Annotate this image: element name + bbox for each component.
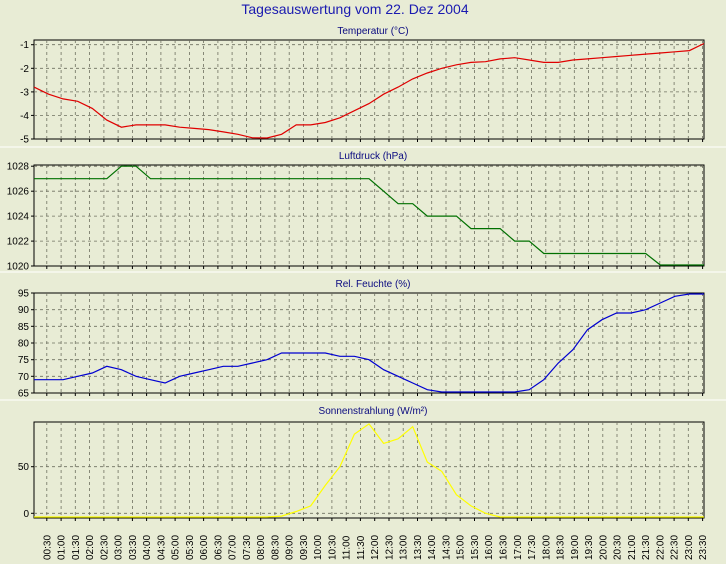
data-series-line (34, 423, 704, 518)
x-tick-label: 01:30 (71, 535, 82, 560)
data-series-line (33, 42, 705, 139)
x-tick-label: 17:30 (527, 535, 538, 560)
x-tick-label: 11:30 (356, 535, 367, 560)
x-tick-label: 08:30 (270, 535, 281, 560)
x-tick-label: 06:30 (213, 535, 224, 560)
x-tick-label: 23:00 (684, 535, 695, 560)
chart-panel: 95 90 85 80 75 70 65 Rel. Feuchte (%) (18, 279, 705, 400)
x-tick-label: 06:00 (199, 535, 210, 560)
plot-area (33, 292, 705, 394)
chart-panel: -1 -2 -3 -4 -5 Temperatur (°C) (20, 26, 705, 146)
x-tick-label: 01:00 (57, 535, 68, 560)
x-tick-label: 13:00 (399, 535, 410, 560)
x-tick-label: 20:30 (613, 535, 624, 560)
x-tick-label: 03:00 (114, 535, 125, 560)
x-tick-label: 04:00 (142, 535, 153, 560)
x-tick-label: 14:00 (427, 535, 438, 560)
y-tick-label: 90 (18, 305, 30, 316)
plot-area (33, 39, 705, 140)
x-tick-label: 07:30 (242, 535, 253, 560)
x-tick-label: 02:00 (85, 535, 96, 560)
y-tick-label: -2 (20, 64, 29, 75)
x-tick-label: 13:30 (413, 535, 424, 560)
x-tick-label: 18:30 (556, 535, 567, 560)
main-title: Tagesauswertung vom 22. Dez 2004 (241, 1, 468, 17)
panel-title: Sonnenstrahlung (W/m²) (319, 406, 428, 417)
y-tick-label: 0 (23, 509, 29, 520)
panel-title: Luftdruck (hPa) (339, 151, 407, 162)
y-tick-label: 1020 (7, 262, 30, 273)
plot-area (33, 421, 705, 519)
y-tick-label: 1024 (7, 212, 30, 223)
x-tick-label: 12:00 (370, 535, 381, 560)
x-tick-label: 10:30 (327, 535, 338, 560)
y-tick-label: -5 (20, 135, 29, 146)
y-tick-label: 50 (18, 462, 30, 473)
x-tick-label: 15:30 (470, 535, 481, 560)
x-tick-label: 19:00 (570, 535, 581, 560)
x-tick-label: 02:30 (99, 535, 110, 560)
y-tick-label: -3 (20, 87, 29, 98)
x-tick-label: 21:30 (641, 535, 652, 560)
y-tick-label: 1028 (7, 162, 30, 173)
x-tick-label: 05:00 (171, 535, 182, 560)
x-tick-label: 17:00 (513, 535, 524, 560)
chart-panel: 1028 1026 1024 1022 1020 Luftdruck (hPa) (7, 151, 705, 273)
data-series-line (34, 165, 704, 266)
y-tick-label: 85 (18, 322, 30, 333)
y-tick-label: 95 (18, 289, 30, 300)
x-tick-label: 16:00 (484, 535, 495, 560)
x-tick-label: 22:00 (655, 535, 666, 560)
x-tick-label: 08:00 (256, 535, 267, 560)
y-tick-label: 65 (18, 389, 30, 400)
x-tick-label: 12:30 (385, 535, 396, 560)
x-tick-label: 09:00 (285, 535, 296, 560)
x-tick-label: 00:30 (42, 535, 53, 560)
y-tick-label: 1026 (7, 187, 30, 198)
x-tick-label: 19:30 (584, 535, 595, 560)
y-tick-label: -4 (20, 111, 29, 122)
x-tick-label: 20:00 (598, 535, 609, 560)
y-tick-label: 80 (18, 339, 30, 350)
data-series-line (34, 293, 704, 393)
x-tick-label: 07:00 (228, 535, 239, 560)
plot-area (33, 164, 705, 267)
y-tick-label: 75 (18, 355, 30, 366)
y-tick-label: -1 (20, 40, 29, 51)
x-tick-label: 16:30 (499, 535, 510, 560)
x-tick-label: 03:30 (128, 535, 139, 560)
x-tick-label: 14:30 (442, 535, 453, 560)
x-tick-label: 04:30 (156, 535, 167, 560)
panel-title: Rel. Feuchte (%) (335, 279, 410, 290)
panel-title: Temperatur (°C) (337, 26, 408, 37)
x-tick-label: 23:30 (698, 535, 709, 560)
x-tick-label: 10:00 (313, 535, 324, 560)
chart-panel: 50 0 Sonnenstrahlung (W/m²) (18, 406, 705, 521)
x-tick-label: 05:30 (185, 535, 196, 560)
y-tick-label: 1022 (7, 237, 30, 248)
x-tick-label: 18:00 (541, 535, 552, 560)
x-tick-label: 09:30 (299, 535, 310, 560)
x-tick-label: 21:00 (627, 535, 638, 560)
x-tick-label: 11:00 (342, 535, 353, 560)
y-tick-label: 70 (18, 372, 30, 383)
x-axis: 00:30 01:00 01:30 02:00 02:30 03:00 03:30 04:00… (42, 535, 709, 560)
x-tick-label: 22:30 (670, 535, 681, 560)
x-tick-label: 15:00 (456, 535, 467, 560)
